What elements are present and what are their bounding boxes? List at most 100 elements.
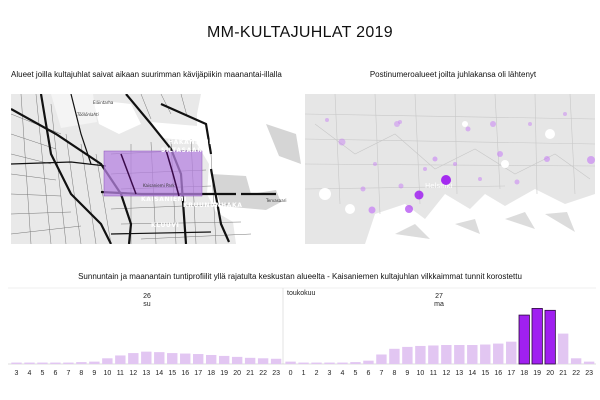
bar-hour-16[interactable] [180,353,191,364]
dot [360,186,366,192]
dot [368,206,376,214]
bar-hour-14[interactable] [154,352,165,365]
dot [423,167,427,171]
bar-hour-3[interactable] [324,362,335,364]
x-tick-label: 21 [559,370,567,377]
bar-hour-2[interactable] [311,362,322,364]
bar-hour-12[interactable] [128,353,139,364]
label-helsinki: Helsinki [425,182,453,190]
bar-hour-0[interactable] [285,361,296,365]
bar-hour-5[interactable] [37,362,48,364]
x-tick-label: 1 [302,370,306,377]
dot [587,156,595,164]
dot [514,179,520,185]
bar-hour-19[interactable] [218,355,230,364]
bar-hour-6[interactable] [50,362,61,364]
bar-hour-6[interactable] [363,360,374,364]
bar-hour-18[interactable] [205,354,217,364]
bar-hour-21[interactable] [244,357,256,364]
day-label-27: 27 [435,293,443,300]
x-tick-label: 6 [366,370,370,377]
label-kaisaniemi-park: Kaisaniemi Park [143,183,175,188]
x-tick-label: 6 [53,370,57,377]
bar-hour-17[interactable] [193,354,204,365]
bar-hour-4[interactable] [337,362,348,364]
x-tick-label: 15 [168,370,176,377]
x-tick-label: 14 [468,370,476,377]
bar-hour-15[interactable] [167,353,178,364]
toolonlahti-water [93,100,141,134]
bar-hour-3[interactable] [11,362,22,364]
day-label-26: 26 [143,293,151,300]
bar-hour-9[interactable] [89,361,100,365]
dot [338,138,346,146]
x-tick-label: 10 [103,370,111,377]
bar-hour-12[interactable] [441,345,452,364]
x-tick-label: 14 [155,370,163,377]
bar-hour-23[interactable] [583,361,595,365]
postal-area-map[interactable]: Helsinki [305,94,595,244]
x-tick-label: 8 [79,370,83,377]
highlight-area [104,151,202,196]
dot [394,121,400,127]
x-tick-label: 16 [494,370,502,377]
x-tick-label: 18 [207,370,215,377]
bar-hour-9[interactable] [402,346,413,364]
left-map-title: Alueet joilla kultajuhlat saivat aikaan … [11,70,282,79]
x-tick-label: 7 [379,370,383,377]
bar-hour-21[interactable] [557,333,569,364]
bar-hour-22[interactable] [570,358,582,364]
bar-hour-1[interactable] [298,362,309,364]
dot-large [441,175,451,185]
dot [325,118,329,122]
bar-hour-4[interactable] [24,362,35,364]
x-tick-label: 12 [129,370,137,377]
x-tick-label: 12 [442,370,450,377]
x-tick-label: 16 [181,370,189,377]
bar-hour-16[interactable] [493,343,504,365]
x-tick-label: 18 [520,370,528,377]
label-hakaniemi: HAKANIEMI [168,139,212,146]
bar-hour-23[interactable] [270,358,282,365]
bar-highlighted-hour-18[interactable] [518,314,530,365]
bar-hour-11[interactable] [115,355,126,364]
bar-hour-13[interactable] [141,351,152,364]
bar-hour-20[interactable] [231,356,243,365]
x-tick-label: 3 [15,370,19,377]
bar-hour-11[interactable] [428,345,439,364]
x-tick-label: 22 [259,370,267,377]
bar-hour-5[interactable] [350,362,361,364]
bar-hour-17[interactable] [506,341,517,364]
dot [478,177,482,181]
x-tick-label: 23 [272,370,280,377]
x-tick-label: 11 [430,370,437,377]
dot [544,156,550,162]
x-tick-label: 19 [533,370,541,377]
x-tick-label: 19 [220,370,228,377]
label-siltasaari: SILTASAARI [161,147,205,154]
dot [528,122,532,126]
bar-hour-22[interactable] [257,358,269,364]
dot [405,205,413,213]
bar-highlighted-hour-20[interactable] [544,309,556,365]
bar-hour-10[interactable] [102,358,113,364]
street-map-canvas: HAKANIEMI SILTASAARI KAISANIEMI KRUUNUNH… [11,94,301,244]
label-kluuvi: KLUUVI [151,222,179,229]
x-tick-label: 22 [572,370,580,377]
x-tick-label: 13 [455,370,463,377]
dot [465,126,471,132]
bar-hour-8[interactable] [389,348,400,364]
street-map[interactable]: HAKANIEMI SILTASAARI KAISANIEMI KRUUNUNH… [11,94,301,244]
bar-hour-13[interactable] [454,345,465,364]
postal-map-canvas: Helsinki [305,94,595,244]
bar-hour-15[interactable] [480,344,491,364]
x-tick-label: 23 [585,370,593,377]
bar-hour-8[interactable] [76,362,87,364]
bar-hour-14[interactable] [467,345,478,364]
x-tick-label: 9 [92,370,96,377]
bar-highlighted-hour-19[interactable] [531,308,543,365]
bar-hour-7[interactable] [376,354,387,365]
bar-hour-10[interactable] [415,345,426,364]
bar-hour-7[interactable] [63,362,74,364]
x-tick-label: 0 [289,370,293,377]
